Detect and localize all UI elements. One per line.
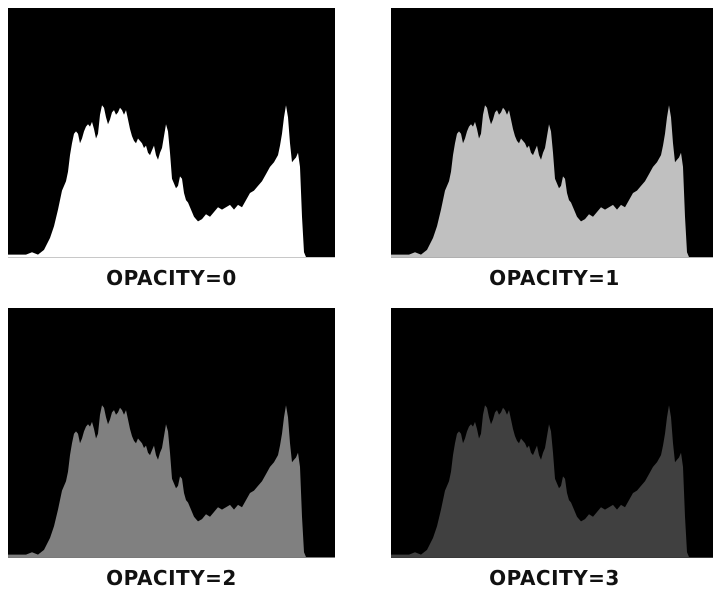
histogram-area-opacity-0 <box>8 105 335 257</box>
caption-opacity-2: OPACITY=2 <box>106 566 237 590</box>
histogram-chart-opacity-2 <box>8 405 335 558</box>
histogram-panel-opacity-0 <box>8 8 335 258</box>
histogram-area-opacity-2 <box>8 405 335 557</box>
caption-opacity-3: OPACITY=3 <box>489 566 620 590</box>
histogram-panel-opacity-3 <box>391 308 713 558</box>
histogram-panel-opacity-1 <box>391 8 713 258</box>
histogram-chart-opacity-1 <box>391 105 713 258</box>
histogram-chart-opacity-0 <box>8 105 335 258</box>
histogram-panel-opacity-2 <box>8 308 335 558</box>
caption-opacity-1: OPACITY=1 <box>489 266 620 290</box>
caption-opacity-0: OPACITY=0 <box>106 266 237 290</box>
histogram-area-opacity-1 <box>391 105 713 257</box>
histogram-area-opacity-3 <box>391 405 713 557</box>
histogram-chart-opacity-3 <box>391 405 713 558</box>
